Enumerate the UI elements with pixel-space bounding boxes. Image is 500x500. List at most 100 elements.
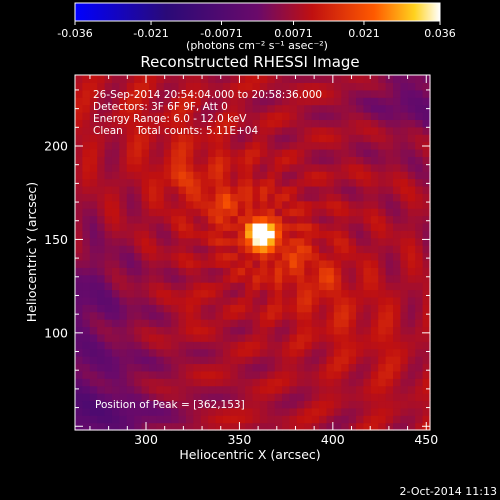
heatmap-cell	[178, 89, 187, 98]
heatmap-cell	[304, 407, 313, 416]
heatmap-cell	[156, 259, 165, 268]
heatmap-cell	[237, 356, 246, 365]
heatmap-cell	[126, 311, 135, 320]
heatmap-cell	[156, 208, 165, 217]
heatmap-cell	[237, 185, 246, 194]
y-tick-label: 150	[44, 232, 68, 247]
heatmap-cell	[319, 82, 328, 91]
heatmap-cell	[104, 363, 113, 372]
heatmap-cell	[370, 245, 379, 254]
heatmap-cell	[385, 245, 394, 254]
heatmap-cell	[274, 111, 283, 120]
heatmap-cell	[282, 178, 291, 187]
heatmap-cell	[119, 208, 128, 217]
heatmap-cell	[333, 356, 342, 365]
heatmap-cell	[348, 407, 357, 416]
heatmap-cell	[407, 274, 416, 283]
heatmap-cell	[259, 222, 268, 231]
heatmap-cell	[274, 237, 283, 246]
heatmap-cell	[393, 356, 402, 365]
heatmap-cell	[245, 393, 254, 402]
heatmap-cell	[356, 378, 365, 387]
heatmap-cell	[348, 282, 357, 291]
heatmap-cell	[75, 370, 83, 379]
heatmap-cell	[171, 370, 180, 379]
heatmap-cell	[341, 245, 350, 254]
heatmap-cell	[237, 415, 246, 424]
heatmap-cell	[111, 274, 120, 283]
heatmap-cell	[333, 208, 342, 217]
heatmap-cell	[393, 97, 402, 106]
heatmap-cell	[200, 119, 209, 128]
heatmap-cell	[333, 75, 342, 83]
heatmap-cell	[148, 200, 157, 209]
heatmap-cell	[126, 296, 135, 305]
heatmap-cell	[156, 104, 165, 113]
heatmap-cell	[215, 178, 224, 187]
heatmap-cell	[311, 104, 320, 113]
heatmap-cell	[393, 156, 402, 165]
heatmap-cell	[171, 267, 180, 276]
heatmap-cell	[289, 348, 298, 357]
heatmap-cell	[415, 126, 424, 135]
heatmap-cell	[304, 230, 313, 239]
heatmap-cell	[134, 252, 143, 261]
heatmap-cell	[311, 163, 320, 172]
heatmap-cell	[370, 237, 379, 246]
heatmap-cell	[208, 400, 217, 409]
heatmap-cell	[208, 215, 217, 224]
heatmap-cell	[134, 274, 143, 283]
heatmap-cell	[237, 200, 246, 209]
heatmap-cell	[97, 378, 106, 387]
heatmap-cell	[245, 208, 254, 217]
heatmap-cell	[141, 97, 150, 106]
heatmap-cell	[319, 222, 328, 231]
heatmap-cell	[185, 304, 194, 313]
heatmap-cell	[415, 148, 424, 157]
heatmap-cell	[259, 319, 268, 328]
heatmap-cell	[200, 252, 209, 261]
heatmap-cell	[82, 267, 91, 276]
heatmap-cell	[304, 422, 313, 431]
heatmap-cell	[134, 363, 143, 372]
heatmap-cell	[311, 282, 320, 291]
heatmap-cell	[326, 363, 335, 372]
heatmap-cell	[393, 422, 402, 431]
heatmap-cell	[134, 148, 143, 157]
heatmap-cell	[385, 104, 394, 113]
heatmap-cell	[119, 326, 128, 335]
heatmap-cell	[200, 422, 209, 431]
heatmap-cell	[134, 407, 143, 416]
heatmap-cell	[393, 282, 402, 291]
heatmap-cell	[282, 82, 291, 91]
heatmap-cell	[230, 193, 239, 202]
heatmap-cell	[422, 282, 431, 291]
heatmap-cell	[89, 311, 98, 320]
heatmap-cell	[245, 370, 254, 379]
heatmap-cell	[215, 111, 224, 120]
heatmap-cell	[178, 393, 187, 402]
heatmap-cell	[356, 222, 365, 231]
heatmap-cell	[326, 171, 335, 180]
heatmap-cell	[141, 259, 150, 268]
heatmap-cell	[75, 237, 83, 246]
heatmap-cell	[156, 289, 165, 298]
heatmap-cell	[267, 148, 276, 157]
heatmap-cell	[97, 311, 106, 320]
heatmap-cell	[200, 415, 209, 424]
heatmap-cell	[319, 237, 328, 246]
heatmap-cell	[208, 304, 217, 313]
heatmap-cell	[378, 200, 387, 209]
heatmap-cell	[267, 289, 276, 298]
heatmap-cell	[333, 230, 342, 239]
colorbar-tick-label: -0.036	[57, 27, 92, 40]
heatmap-cell	[163, 415, 172, 424]
heatmap-cell	[75, 171, 83, 180]
heatmap-cell	[89, 178, 98, 187]
heatmap-cell	[348, 82, 357, 91]
heatmap-cell	[333, 333, 342, 342]
heatmap-cell	[400, 119, 409, 128]
heatmap-cell	[185, 333, 194, 342]
heatmap-cell	[89, 126, 98, 135]
heatmap-cell	[230, 356, 239, 365]
